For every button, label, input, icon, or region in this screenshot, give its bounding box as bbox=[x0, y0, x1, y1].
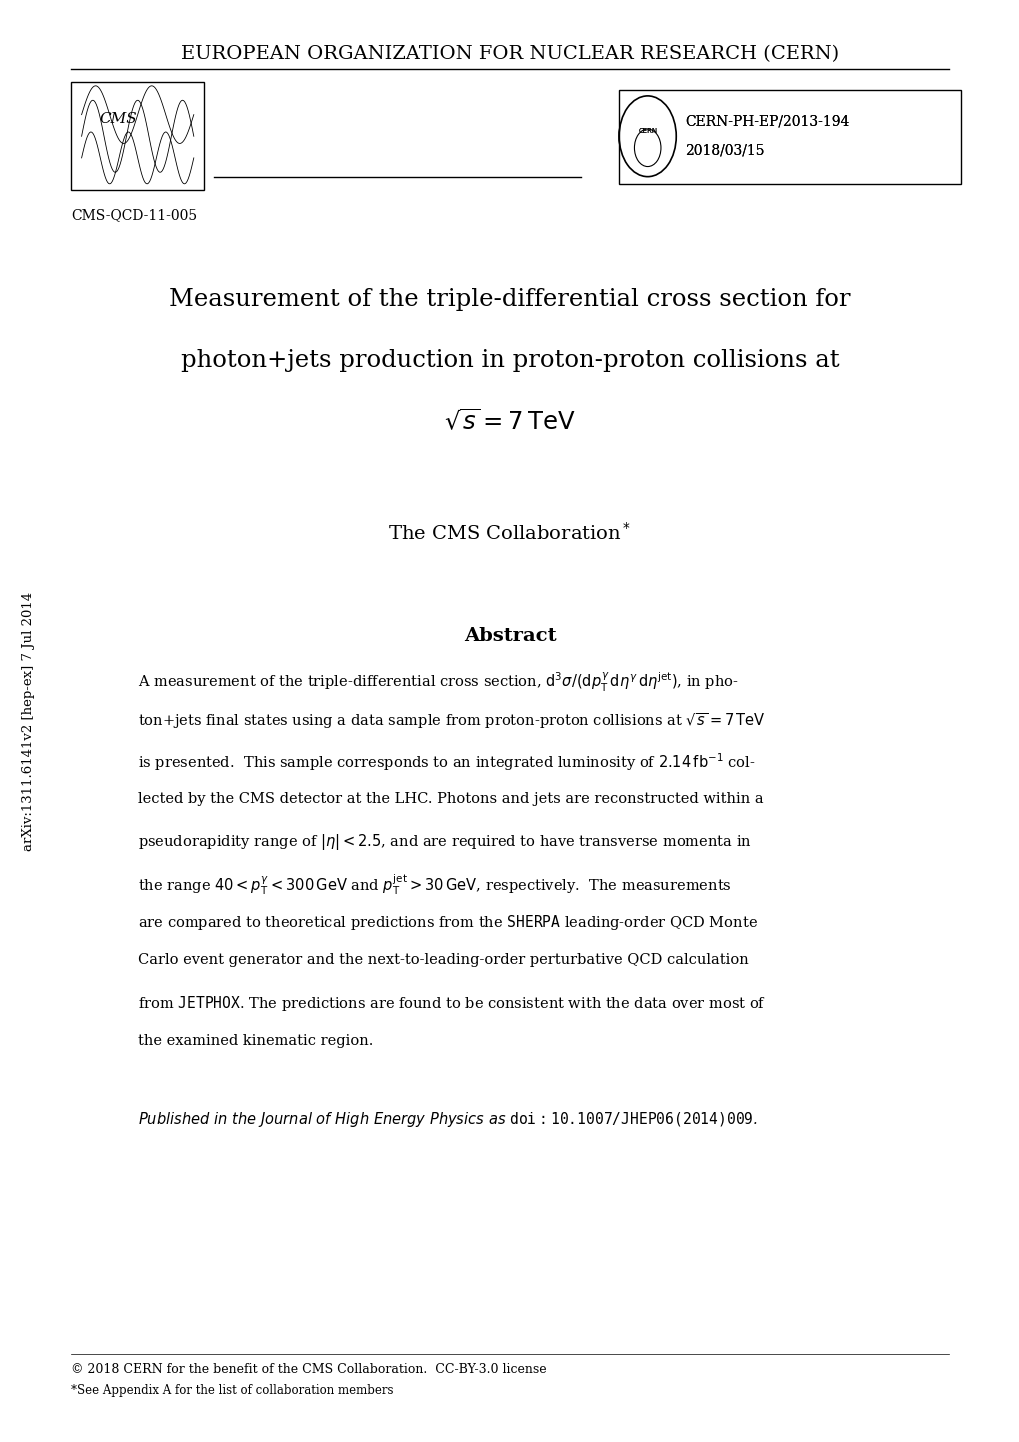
Text: CERN-PH-EP/2013-194: CERN-PH-EP/2013-194 bbox=[685, 115, 849, 128]
Text: pseudorapidity range of $|\eta| < 2.5$, and are required to have transverse mome: pseudorapidity range of $|\eta| < 2.5$, … bbox=[138, 832, 751, 852]
Text: Carlo event generator and the next-to-leading-order perturbative QCD calculation: Carlo event generator and the next-to-le… bbox=[138, 953, 748, 968]
Text: A measurement of the triple-differential cross section, $\mathrm{d}^3\sigma/(\ma: A measurement of the triple-differential… bbox=[138, 671, 738, 694]
Text: The CMS Collaboration$^*$: The CMS Collaboration$^*$ bbox=[388, 522, 631, 544]
Text: Measurement of the triple-differential cross section for: Measurement of the triple-differential c… bbox=[169, 288, 850, 311]
Bar bbox=[619, 89, 960, 183]
Text: *See Appendix A for the list of collaboration members: *See Appendix A for the list of collabor… bbox=[71, 1384, 393, 1397]
Text: photon+jets production in proton-proton collisions at: photon+jets production in proton-proton … bbox=[180, 349, 839, 372]
Text: CERN-PH-EP/2013-194: CERN-PH-EP/2013-194 bbox=[685, 115, 849, 128]
Text: 2018/03/15: 2018/03/15 bbox=[685, 144, 764, 157]
Text: is presented.  This sample corresponds to an integrated luminosity of $2.14\,\ma: is presented. This sample corresponds to… bbox=[138, 751, 755, 773]
Text: are compared to theoretical predictions from the $\mathtt{SHERPA}$ leading-order: are compared to theoretical predictions … bbox=[138, 913, 757, 932]
Text: EUROPEAN ORGANIZATION FOR NUCLEAR RESEARCH (CERN): EUROPEAN ORGANIZATION FOR NUCLEAR RESEAR… bbox=[180, 45, 839, 62]
Text: the range $40 < p_\mathrm{T}^\gamma < 300\,\mathrm{GeV}$ and $p_\mathrm{T}^\math: the range $40 < p_\mathrm{T}^\gamma < 30… bbox=[138, 872, 731, 897]
Text: arXiv:1311.6141v2 [hep-ex] 7 Jul 2014: arXiv:1311.6141v2 [hep-ex] 7 Jul 2014 bbox=[22, 591, 35, 851]
Text: CERN: CERN bbox=[638, 127, 656, 134]
Text: © 2018 CERN for the benefit of the CMS Collaboration.  CC-BY-3.0 license: © 2018 CERN for the benefit of the CMS C… bbox=[71, 1363, 546, 1376]
Text: CMS: CMS bbox=[99, 112, 137, 127]
Text: CMS-QCD-11-005: CMS-QCD-11-005 bbox=[71, 208, 198, 222]
Text: CERN: CERN bbox=[638, 127, 656, 134]
Text: $\sqrt{s} = 7\,\mathrm{TeV}$: $\sqrt{s} = 7\,\mathrm{TeV}$ bbox=[444, 410, 575, 435]
Text: from $\mathtt{JETPHOX}$. The predictions are found to be consistent with the dat: from $\mathtt{JETPHOX}$. The predictions… bbox=[138, 994, 765, 1012]
Bar bbox=[71, 82, 204, 190]
Text: 2018/03/15: 2018/03/15 bbox=[685, 144, 764, 157]
Text: Abstract: Abstract bbox=[464, 627, 555, 645]
Text: $\mathit{Published\ in\ the\ Journal\ of\ High\ Energy\ Physics\ as}$ $\mathtt{d: $\mathit{Published\ in\ the\ Journal\ of… bbox=[138, 1110, 757, 1129]
Text: the examined kinematic region.: the examined kinematic region. bbox=[138, 1034, 373, 1048]
Text: lected by the CMS detector at the LHC. Photons and jets are reconstructed within: lected by the CMS detector at the LHC. P… bbox=[138, 792, 762, 806]
Text: ton+jets final states using a data sample from proton-proton collisions at $\sqr: ton+jets final states using a data sampl… bbox=[138, 711, 764, 731]
